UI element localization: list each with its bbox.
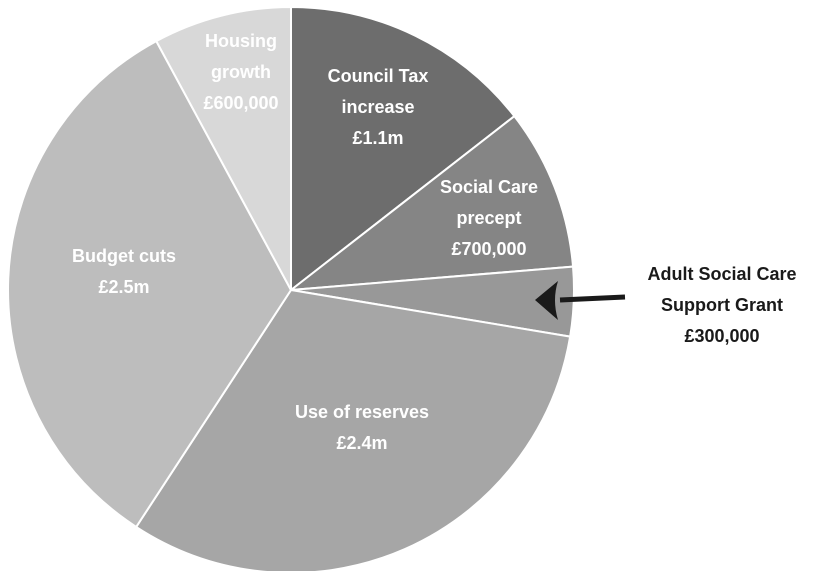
slice-label-line: £600,000 (203, 93, 278, 113)
slice-label-2: Social Care precept £700,000 (440, 177, 538, 259)
slice-label-line: increase (341, 97, 414, 117)
pie-labels: Council Tax increase £1.1m Social Care prece… (72, 31, 538, 453)
pie-slices (7, 5, 575, 571)
pie-slice-2 (287, 114, 575, 292)
pie-slice-6 (154, 5, 292, 291)
slice-label-line: Use of reserves (295, 402, 429, 422)
pie-slice-4 (134, 288, 572, 571)
slice-label-line: £2.4m (336, 433, 387, 453)
slice-label-5: Budget cuts £2.5m (72, 246, 176, 297)
slice-label-line: Adult Social Care (647, 264, 796, 284)
slice-label-line: Council Tax (328, 66, 429, 86)
slice-label-line: Housing (205, 31, 277, 51)
slice-label-line: Budget cuts (72, 246, 176, 266)
slice-label-line: Social Care (440, 177, 538, 197)
slice-label-line: precept (456, 208, 521, 228)
pie-slice-1 (290, 5, 516, 293)
callout-arrow-shaft (559, 294, 626, 303)
slice-label-line: growth (211, 62, 271, 82)
slice-label-line: £700,000 (451, 239, 526, 259)
slice-label-4: Use of reserves £2.4m (295, 402, 429, 453)
slice-label-line: Support Grant (661, 295, 783, 315)
callout-group: Adult Social Care Support Grant £300,000 (535, 264, 797, 346)
callout-arrow-head-icon (535, 281, 558, 320)
slice-label-3: Adult Social Care Support Grant £300,000 (647, 264, 796, 346)
slice-label-6: Housing growth £600,000 (203, 31, 278, 113)
slice-label-line: £1.1m (352, 128, 403, 148)
slice-label-1: Council Tax increase £1.1m (328, 66, 429, 148)
slice-label-line: £2.5m (98, 277, 149, 297)
pie-slice-5 (7, 39, 293, 529)
slice-label-line: £300,000 (684, 326, 759, 346)
